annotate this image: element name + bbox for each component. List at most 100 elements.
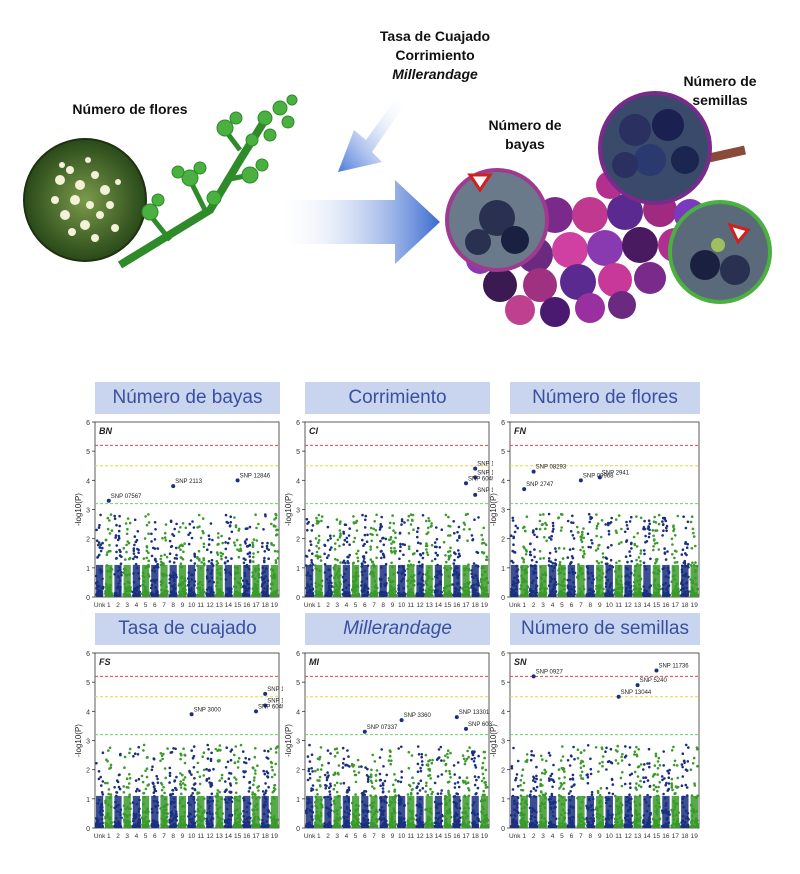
data-point — [361, 562, 364, 566]
data-point — [644, 534, 647, 538]
data-point — [219, 551, 223, 555]
data-point — [237, 756, 241, 760]
data-point — [654, 561, 657, 565]
data-point — [328, 548, 332, 551]
x-tick-label: 9 — [598, 602, 602, 609]
data-point — [191, 756, 195, 760]
data-point — [229, 515, 232, 518]
data-point — [224, 556, 228, 559]
data-point — [118, 787, 122, 791]
data-point — [184, 788, 187, 791]
point-band — [160, 564, 168, 597]
data-point — [674, 534, 677, 537]
data-point — [342, 781, 346, 785]
data-point — [180, 753, 183, 757]
data-point — [216, 553, 220, 556]
data-point — [220, 773, 224, 777]
grape-cluster-icon — [445, 91, 772, 327]
data-point — [416, 530, 419, 533]
data-point — [591, 542, 594, 545]
data-point — [153, 538, 157, 541]
data-point — [181, 522, 185, 525]
point-band — [188, 795, 196, 828]
data-point — [684, 526, 688, 530]
data-point — [626, 560, 629, 564]
data-point — [107, 749, 110, 752]
data-point — [230, 557, 233, 560]
data-point — [229, 790, 233, 794]
data-point — [128, 751, 131, 755]
point-band — [178, 795, 186, 828]
data-point — [639, 560, 642, 563]
data-point — [242, 775, 246, 779]
data-point — [543, 536, 546, 539]
data-point — [390, 551, 394, 554]
data-point — [159, 752, 163, 755]
data-point — [110, 529, 114, 532]
data-point — [124, 558, 127, 561]
data-point — [336, 538, 340, 542]
data-point — [332, 787, 336, 791]
data-point — [318, 755, 322, 759]
y-tick-label: 1 — [86, 797, 90, 804]
data-point — [315, 516, 318, 520]
data-point — [549, 560, 553, 564]
data-point — [154, 528, 157, 531]
snp-label: SNP 6049 — [258, 704, 283, 710]
data-point — [648, 522, 651, 526]
data-point — [392, 529, 395, 532]
point-band — [596, 564, 604, 597]
data-point — [128, 793, 131, 796]
data-point — [211, 538, 214, 542]
data-point — [449, 534, 452, 537]
data-point — [132, 547, 136, 550]
x-tick-label: 8 — [171, 833, 175, 840]
data-point — [481, 538, 484, 541]
data-point — [665, 524, 669, 528]
data-point — [542, 513, 545, 516]
data-point — [315, 788, 318, 792]
data-point — [594, 549, 598, 552]
data-point — [235, 781, 238, 785]
data-point — [189, 559, 193, 562]
panel-code: CI — [309, 426, 318, 436]
data-point — [145, 556, 149, 560]
data-point — [453, 531, 456, 535]
data-point — [329, 752, 332, 755]
data-point — [252, 552, 255, 555]
x-tick-label: 6 — [153, 833, 157, 840]
data-point — [533, 555, 536, 559]
data-point — [642, 527, 645, 531]
data-point — [261, 790, 265, 793]
x-tick-label: 18 — [472, 602, 480, 609]
data-point — [159, 557, 162, 561]
data-point — [196, 792, 199, 795]
x-tick-label: 7 — [372, 602, 376, 609]
data-point — [135, 789, 138, 793]
data-point — [118, 548, 121, 552]
point-band — [224, 795, 232, 828]
data-point — [190, 749, 193, 752]
point-band — [142, 795, 150, 828]
data-point — [216, 561, 220, 565]
data-point — [174, 747, 177, 751]
data-point — [145, 756, 149, 759]
data-point — [123, 766, 126, 769]
data-point — [173, 527, 176, 531]
point-band — [197, 795, 205, 828]
data-point — [604, 562, 608, 566]
data-point — [248, 525, 252, 529]
data-point — [665, 529, 668, 532]
data-point — [133, 752, 137, 755]
data-point — [311, 788, 315, 791]
data-point — [545, 523, 548, 527]
data-point — [683, 559, 687, 563]
point-band — [261, 795, 269, 828]
x-tick-label: 16 — [662, 602, 670, 609]
data-point — [147, 551, 150, 555]
data-point — [188, 771, 192, 774]
snp-point — [531, 469, 536, 474]
data-point — [392, 522, 396, 525]
data-point — [577, 531, 580, 534]
data-point — [159, 759, 162, 763]
